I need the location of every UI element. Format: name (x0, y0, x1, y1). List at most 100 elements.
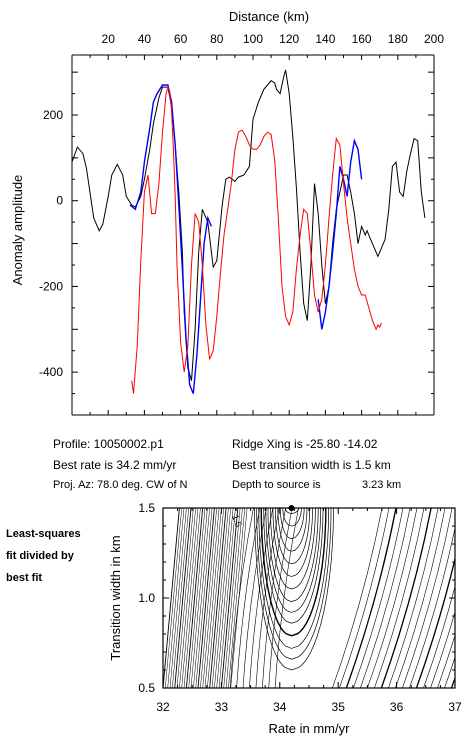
contour-mid-line (255, 508, 280, 688)
top-xtick-label: 180 (388, 32, 408, 46)
contour-xtick-label: 34 (273, 700, 287, 714)
contour-xtick-labels: 32 33 34 35 36 37 (156, 700, 462, 714)
side-note-line-2: fit divided by (6, 550, 74, 562)
contour-left-line (195, 508, 213, 688)
contour-right-line (353, 508, 404, 688)
contour-ticks (162, 507, 456, 689)
best-rate-text: Best rate is 34.2 mm/yr (53, 458, 177, 472)
best-fit-point (288, 505, 295, 511)
contour-value-label: 1.5 (230, 513, 244, 528)
contour-left-line (211, 508, 229, 688)
contour-mid-line (249, 508, 274, 688)
contour-mid-line (268, 508, 293, 688)
contour-right-line (374, 508, 425, 688)
contour-left-line (183, 508, 201, 688)
contour-ytick-label: 1.5 (138, 501, 155, 515)
contour-u-line (258, 508, 329, 649)
contour-left-line (179, 508, 196, 688)
contour-mid-line (274, 508, 299, 688)
contour-right-line (360, 508, 411, 688)
contour-left-line (204, 508, 222, 688)
contour-left-line (220, 508, 239, 688)
top-ytick-label: -200 (39, 279, 63, 293)
top-xtick-labels: 20 40 60 80 100 120 140 160 180 200 (102, 32, 445, 46)
top-xtick-label: 160 (352, 32, 372, 46)
contour-mid-line (229, 508, 254, 688)
contour-xtick-label: 36 (390, 700, 404, 714)
contour-u-line (256, 508, 332, 660)
contour-left-line (181, 508, 199, 688)
contour-left-line (172, 508, 189, 688)
contour-right-line (395, 508, 446, 688)
contour-u-line (282, 508, 302, 527)
contour-u-line (265, 508, 321, 613)
contour-right-line (459, 508, 467, 688)
contour-u-line (263, 508, 324, 624)
top-ytick-label: -400 (39, 365, 63, 379)
contour-left-line (163, 508, 180, 688)
contour-right-line (380, 508, 432, 688)
top-ytick-label: 0 (56, 194, 63, 208)
contour-ytick-label: 1.0 (138, 591, 155, 605)
contour-u-line (275, 508, 311, 565)
contour-right-line (402, 508, 453, 688)
top-xtick-label: 60 (174, 32, 188, 46)
top-ticks (72, 55, 434, 415)
contour-mid-line (236, 508, 261, 688)
contour-xtick-label: 32 (156, 700, 170, 714)
model-blue-line (129, 84, 213, 394)
top-xtick-label: 100 (243, 32, 263, 46)
depth-value-text: 3.23 km (362, 479, 402, 491)
contour-left-line (228, 508, 246, 688)
contour-ylabel: Transition width in km (108, 535, 123, 660)
contour-left-line (188, 508, 206, 688)
top-series (71, 69, 426, 394)
contour-right-line (415, 556, 455, 688)
top-xtick-label: 120 (279, 32, 299, 46)
contour-left-line (197, 508, 215, 688)
contour-xlabel: Rate in mm/yr (269, 721, 351, 736)
contour-right-line (339, 508, 390, 688)
contour-left-line (223, 508, 241, 688)
ridge-xing-text: Ridge Xing is -25.80 -14.02 (232, 437, 378, 451)
top-ylabel: Anomaly amplitude (10, 175, 25, 286)
depth-text: Depth to source is (232, 479, 321, 491)
contour-left-line (190, 508, 208, 688)
best-transition-text: Best transition width is 1.5 km (232, 458, 391, 472)
contour-xtick-label: 33 (215, 700, 229, 714)
contour-right-line (430, 610, 455, 688)
contour-left-line (174, 508, 192, 688)
contour-right-line (345, 508, 397, 688)
top-ytick-labels: 200 0 -200 -400 (39, 108, 63, 379)
contour-xtick-label: 37 (448, 700, 462, 714)
observed-profile-line (71, 69, 426, 381)
contour-mid-line (242, 508, 267, 688)
contour-left-line (167, 508, 185, 688)
profile-chart: Distance (km) 20 40 60 80 100 120 140 160 180 200… (10, 9, 445, 416)
side-note: Least-squares fit divided by best fit (6, 523, 81, 589)
contour-left-line (214, 508, 231, 688)
contour-left-line (200, 508, 217, 688)
side-note-line-3: best fit (6, 572, 43, 584)
contour-mid-line (262, 508, 286, 688)
contour-u-line (270, 508, 316, 590)
model-blue-line-segment-2 (317, 138, 363, 330)
contour-u-line (267, 508, 319, 602)
contour-u-line (277, 508, 308, 552)
top-xtick-label: 200 (424, 32, 444, 46)
contour-lines (163, 508, 467, 688)
contour-u-line (279, 508, 305, 539)
contour-left-line (193, 508, 210, 688)
profile-text: Profile: 10050002.p1 (53, 437, 164, 451)
contour-left-line (202, 508, 220, 688)
contour-left-line (169, 508, 187, 688)
top-xtick-label: 80 (210, 32, 224, 46)
contour-right-line (332, 508, 383, 688)
contour-left-line (218, 508, 236, 688)
contour-left-line (216, 508, 234, 688)
contour-u-line (260, 508, 327, 637)
contour-left-line (165, 508, 182, 688)
contour-right-line (444, 656, 455, 688)
contour-left-line (185, 508, 204, 688)
